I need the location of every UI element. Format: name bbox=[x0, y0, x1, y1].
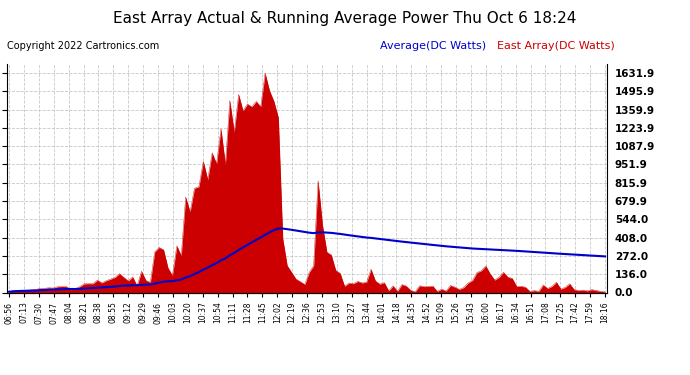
Text: Copyright 2022 Cartronics.com: Copyright 2022 Cartronics.com bbox=[7, 41, 159, 51]
Text: Average(DC Watts): Average(DC Watts) bbox=[380, 41, 486, 51]
Text: East Array(DC Watts): East Array(DC Watts) bbox=[497, 41, 615, 51]
Text: East Array Actual & Running Average Power Thu Oct 6 18:24: East Array Actual & Running Average Powe… bbox=[113, 11, 577, 26]
